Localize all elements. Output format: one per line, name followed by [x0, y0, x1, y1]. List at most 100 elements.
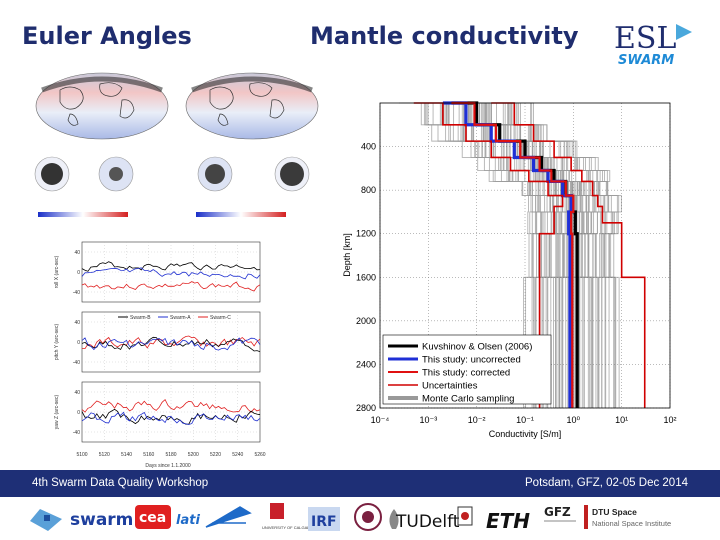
ts-series-line: [81, 336, 261, 352]
y-tick-label: 1600: [356, 272, 376, 282]
partner-eth: ETH: [486, 509, 530, 533]
series-line-3: [491, 102, 646, 408]
ts-y-tick: -40: [73, 430, 80, 436]
ts-series-line: [81, 261, 261, 272]
ts-x-tick: 5140: [121, 452, 132, 458]
ts-legend-a: Swarm-A: [170, 315, 191, 321]
series-line-0: [451, 101, 579, 408]
ts-y-tick: 0: [77, 340, 80, 346]
plot-frame: [379, 102, 671, 409]
colorbar-right: [196, 212, 286, 217]
right-slide-title: Mantle conductivity: [310, 22, 579, 50]
global-map-left: [35, 72, 169, 140]
ts-y-tick: 40: [74, 390, 80, 396]
x-tick-label: 10⁻⁴: [371, 415, 390, 425]
ts-series-line: [81, 411, 261, 425]
irf-logo-bg: [308, 507, 340, 531]
ts-series-line: [81, 281, 261, 292]
ts-x-tick: 5100: [76, 452, 87, 458]
ts-series-line: [81, 267, 261, 280]
ts-x-tick: 5220: [210, 452, 221, 458]
legend-entry: Monte Carlo sampling: [422, 394, 514, 405]
ts-xlabel: Days since 1.1.2000: [145, 463, 191, 469]
x-tick-label: 10⁻²: [468, 415, 486, 425]
aircraft-logo-icon: [205, 506, 252, 528]
small-crest-icon: [457, 506, 473, 526]
logo-esl-text: ESL: [614, 21, 676, 56]
logo-triangle-icon: [676, 24, 692, 40]
y-tick-label: 2400: [356, 359, 376, 369]
ts-y-tick: -40: [73, 360, 80, 366]
ts-legend: Swarm-B Swarm-A Swarm-C: [118, 315, 231, 321]
legend-entry: Kuvshinov & Olsen (2006): [422, 342, 532, 353]
x-tick-label: 10²: [663, 415, 676, 425]
ts-x-tick: 5180: [165, 452, 176, 458]
global-map-right: [185, 72, 319, 140]
ts-series-line: [81, 335, 261, 350]
ts-legend-c: Swarm-C: [210, 315, 231, 321]
polar-views: [34, 156, 310, 192]
partner-dtu-institute: National Space Institute: [592, 519, 671, 528]
x-axis-label: Conductivity [S/m]: [489, 429, 562, 439]
dtu-logo-icon: [584, 505, 588, 529]
ts-y-label: roll X (arc-sec): [54, 255, 60, 288]
x-tick-label: 10¹: [615, 415, 628, 425]
legend-entry: This study: uncorrected: [422, 355, 521, 366]
y-tick-label: 2800: [356, 403, 376, 413]
x-tick-label: 10⁻¹: [516, 415, 534, 425]
footer-location-date: Potsdam, GFZ, 02-05 Dec 2014: [525, 477, 688, 489]
ts-y-tick: 0: [77, 270, 80, 276]
partner-cea: cea: [139, 510, 166, 526]
colorbar-left: [38, 212, 128, 217]
ts-x-tick: 5260: [254, 452, 265, 458]
tudelft-flame-icon: [389, 509, 399, 529]
x-tick-labels: 10⁻⁴ 10⁻³ 10⁻² 10⁻¹ 10⁰ 10¹ 10²: [371, 415, 677, 425]
left-slide-title: Euler Angles: [22, 22, 192, 50]
esl-swarm-logo: ESL SWARM: [614, 21, 692, 68]
ts-legend-b: Swarm-B: [130, 315, 151, 321]
partner-gfz: GFZ: [544, 505, 571, 519]
partner-calgary: UNIVERSITY OF CALGARY: [262, 525, 313, 530]
partner-swarm: swarm: [70, 510, 133, 530]
series-line-2: [451, 101, 575, 408]
y-tick-label: 400: [361, 142, 376, 152]
logo-swarm-text: SWARM: [618, 53, 674, 68]
partner-irf: IRF: [311, 514, 337, 530]
ts-x-ticks: 5100 5120 5140 5160 5180 5200 5220 5240 5260: [76, 452, 265, 458]
ts-x-tick: 5200: [188, 452, 199, 458]
footer-workshop-name: 4th Swarm Data Quality Workshop: [32, 477, 209, 489]
ts-x-tick: 5240: [232, 452, 243, 458]
y-tick-labels: 400 800 1200 1600 2000 2400 2800: [356, 142, 376, 413]
legend-entry: Uncertainties: [422, 381, 478, 392]
euler-angle-maps-figure: [34, 72, 319, 217]
ts-y-tick: -40: [73, 290, 80, 296]
ts-y-tick: 40: [74, 320, 80, 326]
calgary-crest-icon: [270, 503, 284, 519]
ts-y-tick: 40: [74, 250, 80, 256]
y-tick-label: 2000: [356, 316, 376, 326]
ts-series-line: [81, 337, 261, 351]
ts-y-label: pitch Y (arc-sec): [54, 324, 60, 361]
partner-tudelft: TUDelft: [395, 512, 460, 532]
cea-logo-icon: [135, 505, 171, 529]
partner-logos: swarm cea lati UNIVERSITY OF CALGARY IRF…: [30, 503, 671, 533]
ts-x-tick: 5160: [143, 452, 154, 458]
circular-crest-icon: [354, 503, 382, 531]
ts-series-line: [81, 398, 261, 413]
partner-dtu-space: DTU Space: [592, 507, 637, 517]
x-tick-label: 10⁰: [567, 415, 581, 425]
partner-lati: lati: [176, 513, 200, 528]
ts-x-tick: 5120: [99, 452, 110, 458]
footer-bar: 4th Swarm Data Quality Workshop Potsdam,…: [0, 470, 720, 497]
ts-y-tick: 0: [77, 410, 80, 416]
y-tick-label: 1200: [356, 229, 376, 239]
series-line-4: [413, 102, 564, 408]
euler-angle-timeseries-figure: 40 0 -40 roll X (arc-sec) 40 0 -40 pitch Y (arc…: [54, 241, 266, 469]
y-axis-label: Depth [km]: [342, 233, 352, 277]
x-tick-label: 10⁻³: [419, 415, 437, 425]
legend-entry: This study: corrected: [422, 368, 510, 379]
series-lines: [413, 101, 646, 408]
swarm-satellite-icon: [30, 509, 62, 531]
series-line-1: [442, 101, 573, 408]
